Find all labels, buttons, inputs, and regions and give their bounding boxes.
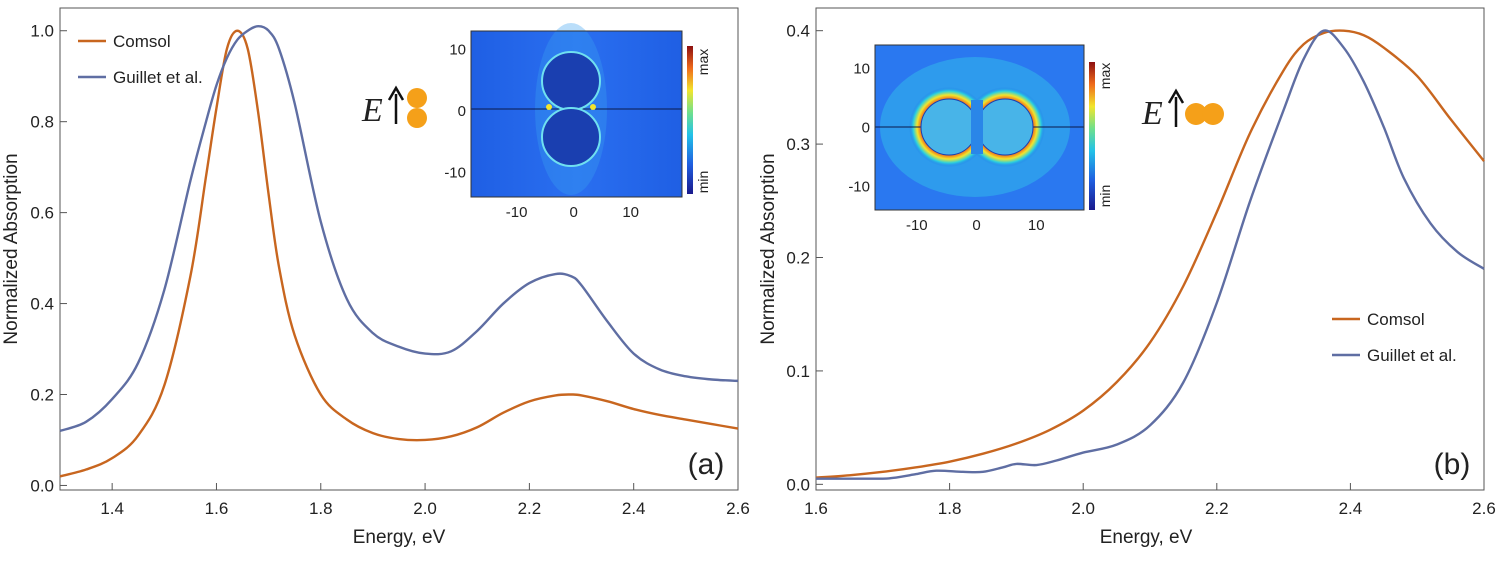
inset-y-tick-label: -10: [444, 164, 466, 181]
inset-x-tick-label: 10: [1028, 217, 1045, 234]
particle-dimer-horizontal-icon: [1185, 103, 1224, 125]
inset-x-tick-label: 0: [569, 204, 577, 221]
inset-y-tick-label: 10: [449, 41, 466, 58]
panel-label-a: (a): [688, 448, 725, 481]
inset-x-tick-label: -10: [906, 217, 928, 234]
colorbar-a: [687, 46, 693, 194]
panel-b: 0.0 0.1 0.2 0.3 0.4 1.6 1.8 2.0 2.2 2.4 2.6 Energ…: [758, 7, 1496, 548]
efield-icon-b: E: [1141, 88, 1185, 132]
y-tick-label: 0.4: [786, 22, 810, 41]
y-ticks-b: 0.0 0.1 0.2 0.3 0.4: [786, 22, 823, 494]
inset-particle-right-b: [976, 98, 1034, 156]
colorbar-b: [1089, 62, 1095, 210]
y-tick-label: 0.8: [30, 113, 54, 132]
x-tick-label: 2.6: [1472, 499, 1496, 518]
series-line-guillet: [815, 29, 1485, 480]
inset-ticks-b: -10 0 10 10 0 -10: [848, 61, 1044, 234]
inset-ticks-a: -10 0 10 10 0 -10: [444, 41, 639, 221]
plot-frame-a: [59, 7, 739, 491]
colorbar-max-b: max: [1097, 63, 1113, 89]
legend-b: Comsol Guillet et al.: [1332, 310, 1457, 365]
x-axis-label-a: Energy, eV: [353, 527, 446, 548]
x-tick-label: 1.6: [205, 499, 229, 518]
series-b: [815, 29, 1485, 480]
x-tick-label: 1.8: [938, 499, 962, 518]
legend-label-guillet-a: Guillet et al.: [113, 68, 203, 87]
y-axis-label-b: Normalized Absorption: [758, 153, 779, 344]
y-tick-label: 0.6: [30, 204, 54, 223]
y-tick-label: 0.0: [30, 476, 54, 495]
colorbar-min-a: min: [695, 171, 711, 194]
y-ticks-a: 0.0 0.2 0.4 0.6 0.8 1.0: [30, 22, 67, 495]
plot-frame-b: [815, 7, 1485, 491]
x-tick-label: 1.6: [804, 499, 828, 518]
x-ticks-b: 1.6 1.8 2.0 2.2 2.4 2.6: [804, 483, 1496, 518]
panel-a: 0.0 0.2 0.4 0.6 0.8 1.0 1.4 1.6 1.8 2.0 2.2 2.4 2.6…: [1, 7, 750, 548]
y-tick-label: 0.2: [786, 249, 810, 268]
x-tick-label: 2.4: [622, 499, 646, 518]
x-tick-label: 1.8: [309, 499, 333, 518]
y-tick-label: 0.1: [786, 362, 810, 381]
inset-x-tick-label: 0: [972, 217, 980, 234]
legend-label-guillet-b: Guillet et al.: [1367, 346, 1457, 365]
x-tick-label: 2.2: [1205, 499, 1229, 518]
efield-symbol-b: E: [1141, 95, 1163, 132]
inset-particle-left-b: [920, 98, 978, 156]
y-tick-label: 0.0: [786, 475, 810, 494]
x-ticks-a: 1.4 1.6 1.8 2.0 2.2 2.4 2.6: [100, 483, 750, 518]
series-line-guillet: [59, 24, 739, 433]
x-tick-label: 2.6: [726, 499, 750, 518]
y-tick-label: 1.0: [30, 22, 54, 41]
colorbar-max-a: max: [695, 49, 711, 75]
inset-frame-b: [874, 44, 1085, 211]
inset-y-tick-label: 10: [853, 61, 870, 78]
inset-y-tick-label: 0: [458, 103, 466, 120]
panel-label-b: (b): [1434, 448, 1471, 481]
series-line-comsol: [815, 29, 1485, 479]
x-tick-label: 2.4: [1339, 499, 1363, 518]
x-tick-label: 2.2: [518, 499, 542, 518]
series-a: [59, 24, 739, 478]
inset-field-map-b: max min -10 0 10 10 0 -10: [848, 44, 1113, 234]
inset-y-tick-label: 0: [862, 120, 870, 137]
y-tick-label: 0.3: [786, 135, 810, 154]
inset-particle-top-a: [541, 51, 601, 111]
legend-a: Comsol Guillet et al.: [78, 32, 203, 87]
x-tick-label: 2.0: [413, 499, 437, 518]
legend-label-comsol-b: Comsol: [1367, 310, 1425, 329]
y-tick-label: 0.2: [30, 386, 54, 405]
particle-dimer-vertical-icon: [407, 88, 427, 128]
y-tick-label: 0.4: [30, 295, 54, 314]
y-axis-label-a: Normalized Absorption: [1, 153, 22, 344]
inset-x-tick-label: -10: [506, 204, 528, 221]
x-axis-label-b: Energy, eV: [1100, 527, 1193, 548]
inset-particle-bottom-a: [541, 107, 601, 167]
inset-y-tick-label: -10: [848, 178, 870, 195]
colorbar-min-b: min: [1097, 185, 1113, 208]
efield-symbol-a: E: [361, 92, 383, 129]
inset-x-tick-label: 10: [622, 204, 639, 221]
inset-frame-a: [470, 30, 683, 198]
x-tick-label: 2.0: [1071, 499, 1095, 518]
inset-field-map-a: max min -10 0 10 10 0 -10: [444, 23, 711, 221]
series-line-comsol: [59, 29, 739, 478]
x-tick-label: 1.4: [100, 499, 124, 518]
legend-label-comsol-a: Comsol: [113, 32, 171, 51]
efield-icon-a: E: [361, 85, 405, 129]
